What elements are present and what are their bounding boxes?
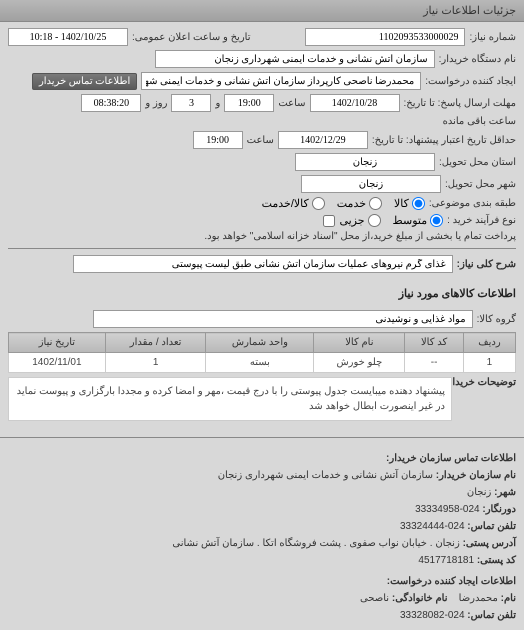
validity-label: حداقل تاریخ اعتبار پیشنهاد: تا تاریخ:: [372, 135, 516, 146]
contact-phone: 024-33324444: [400, 521, 465, 532]
panel-title: جزئیات اطلاعات نیاز: [423, 5, 516, 17]
divider-2: [0, 437, 524, 438]
contact-section: اطلاعات تماس سازمان خریدار: نام سازمان خ…: [0, 444, 524, 630]
process-note: پرداخت تمام یا بخشی از مبلغ خرید،از محل …: [204, 231, 516, 242]
remain-day-label: روز و: [145, 98, 167, 109]
buyer-org-label: نام دستگاه خریدار:: [439, 54, 516, 65]
contact-address-label: آدرس پستی:: [463, 538, 516, 549]
requester-input[interactable]: [141, 72, 421, 90]
col-name: نام کالا: [314, 333, 405, 353]
creator-phone: 024-33328082: [400, 610, 465, 621]
contact-fax: 024-33334958: [415, 504, 480, 515]
col-date: تاریخ نیاز: [9, 333, 106, 353]
cell-date: 1402/11/01: [9, 353, 106, 373]
goods-section-title: اطلاعات کالاهای مورد نیاز: [0, 283, 524, 304]
col-code: کد کالا: [405, 333, 464, 353]
validity-date-input[interactable]: [278, 131, 368, 149]
remain-left-label: ساعت باقی مانده: [443, 116, 516, 127]
col-unit: واحد شمارش: [206, 333, 314, 353]
form-area: شماره نیاز: تاریخ و ساعت اعلان عمومی: نا…: [0, 22, 524, 283]
validity-time-input[interactable]: [193, 131, 243, 149]
contact-postal: 4517718181: [418, 555, 474, 566]
deadline-label: مهلت ارسال پاسخ: تا تاریخ:: [404, 98, 516, 109]
request-no-input[interactable]: [305, 28, 465, 46]
col-qty: تعداد / مقدار: [105, 333, 206, 353]
divider: [8, 248, 516, 249]
process-small-radio[interactable]: جزیی: [339, 214, 380, 227]
city-label: شهر محل تحویل:: [445, 179, 516, 190]
request-no-label: شماره نیاز:: [469, 32, 516, 43]
class-both-radio[interactable]: کالا/خدمت: [262, 197, 325, 210]
city-input[interactable]: [301, 175, 441, 193]
process-label: نوع فرآیند خرید :: [447, 215, 516, 226]
cell-qty: 1: [105, 353, 206, 373]
contact-city: زنجان: [467, 487, 491, 498]
province-input[interactable]: [295, 153, 435, 171]
creator-name: محمدرضا: [459, 593, 498, 604]
deadline-date-input[interactable]: [310, 94, 400, 112]
table-row[interactable]: 1 -- چلو خورش بسته 1 1402/11/01: [9, 353, 516, 373]
creator-name-label: نام:: [501, 593, 516, 604]
requester-label: ایجاد کننده درخواست:: [425, 76, 516, 87]
contact-postal-label: کد پستی:: [477, 555, 516, 566]
contact-org-label: نام سازمان خریدار:: [436, 470, 516, 481]
contact-address: زنجان . خیابان نواب صفوی . پشت فروشگاه ا…: [172, 538, 459, 549]
class-goods-radio[interactable]: کالا: [394, 197, 425, 210]
province-label: استان محل تحویل:: [439, 157, 516, 168]
cell-name: چلو خورش: [314, 353, 405, 373]
class-label: طبقه بندی موضوعی:: [429, 198, 516, 209]
creator-phone-label: تلفن تماس:: [467, 610, 516, 621]
contact-fax-label: دورنگار:: [482, 504, 516, 515]
announce-label: تاریخ و ساعت اعلان عمومی:: [132, 32, 251, 43]
cell-row: 1: [463, 353, 515, 373]
process-radio-group: متوسط جزیی: [339, 214, 443, 227]
cell-code: --: [405, 353, 464, 373]
contact-org: سازمان آتش نشانی و خدمات ایمنی شهرداری ز…: [218, 470, 433, 481]
creator-lname: ناصحی: [360, 593, 389, 604]
col-row: ردیف: [463, 333, 515, 353]
cell-unit: بسته: [206, 353, 314, 373]
goods-table: ردیف کد کالا نام کالا واحد شمارش تعداد /…: [8, 332, 516, 373]
remain-and-label: و: [215, 98, 220, 109]
contact-city-label: شهر:: [494, 487, 516, 498]
group-label: گروه کالا:: [477, 314, 516, 325]
remain-time-input[interactable]: [81, 94, 141, 112]
subject-input[interactable]: [73, 255, 453, 273]
group-input[interactable]: [93, 310, 473, 328]
subject-label: شرح کلی نیاز:: [457, 259, 516, 270]
validity-time-label: ساعت: [247, 135, 274, 146]
notes-box: پیشنهاد دهنده میبایست جدول پیوستی را با …: [8, 377, 452, 421]
contact-info-button[interactable]: اطلاعات تماس خریدار: [32, 73, 137, 90]
deadline-time-input[interactable]: [224, 94, 274, 112]
buyer-org-input[interactable]: [155, 50, 435, 68]
process-mid-radio[interactable]: متوسط: [393, 214, 444, 227]
contact-phone-label: تلفن تماس:: [467, 521, 516, 532]
remain-days-input[interactable]: [171, 94, 211, 112]
announce-input[interactable]: [8, 28, 128, 46]
treasury-checkbox[interactable]: [323, 215, 335, 227]
deadline-time-label: ساعت: [278, 98, 305, 109]
class-service-radio[interactable]: خدمت: [337, 197, 382, 210]
class-radio-group: کالا خدمت کالا/خدمت: [262, 197, 425, 210]
notes-label: توضیحات خریدار:: [456, 377, 516, 388]
creator-lname-label: نام خانوادگی:: [392, 593, 448, 604]
table-header-row: ردیف کد کالا نام کالا واحد شمارش تعداد /…: [9, 333, 516, 353]
panel-header: جزئیات اطلاعات نیاز: [0, 0, 524, 22]
main-panel: جزئیات اطلاعات نیاز شماره نیاز: تاریخ و …: [0, 0, 524, 630]
contact-section-title: اطلاعات تماس سازمان خریدار:: [8, 450, 516, 467]
